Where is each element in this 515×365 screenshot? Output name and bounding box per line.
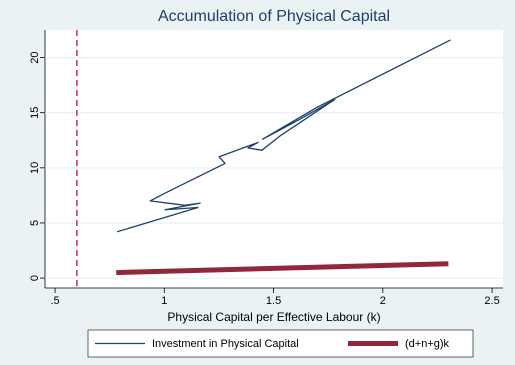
y-tick-label: 20 — [29, 51, 41, 63]
legend-label: Investment in Physical Capital — [152, 338, 299, 350]
plot-area — [45, 30, 503, 288]
legend — [87, 329, 474, 358]
x-tick-label: 1.5 — [266, 295, 281, 307]
x-tick-label: .5 — [50, 295, 59, 307]
y-tick-label: 5 — [29, 220, 41, 226]
x-axis-label: Physical Capital per Effective Labour (k… — [167, 310, 380, 324]
x-tick-label: 2.5 — [484, 295, 499, 307]
series-line — [116, 39, 451, 233]
y-tick-label: 0 — [29, 275, 41, 281]
series-line — [116, 261, 449, 276]
x-tick-label: 1 — [161, 295, 167, 307]
legend-label: (d+n+g)k — [405, 338, 450, 350]
y-tick-label: 10 — [29, 162, 41, 174]
y-tick-label: 15 — [29, 107, 41, 119]
chart-title: Accumulation of Physical Capital — [158, 8, 390, 25]
x-tick-label: 2 — [380, 295, 386, 307]
